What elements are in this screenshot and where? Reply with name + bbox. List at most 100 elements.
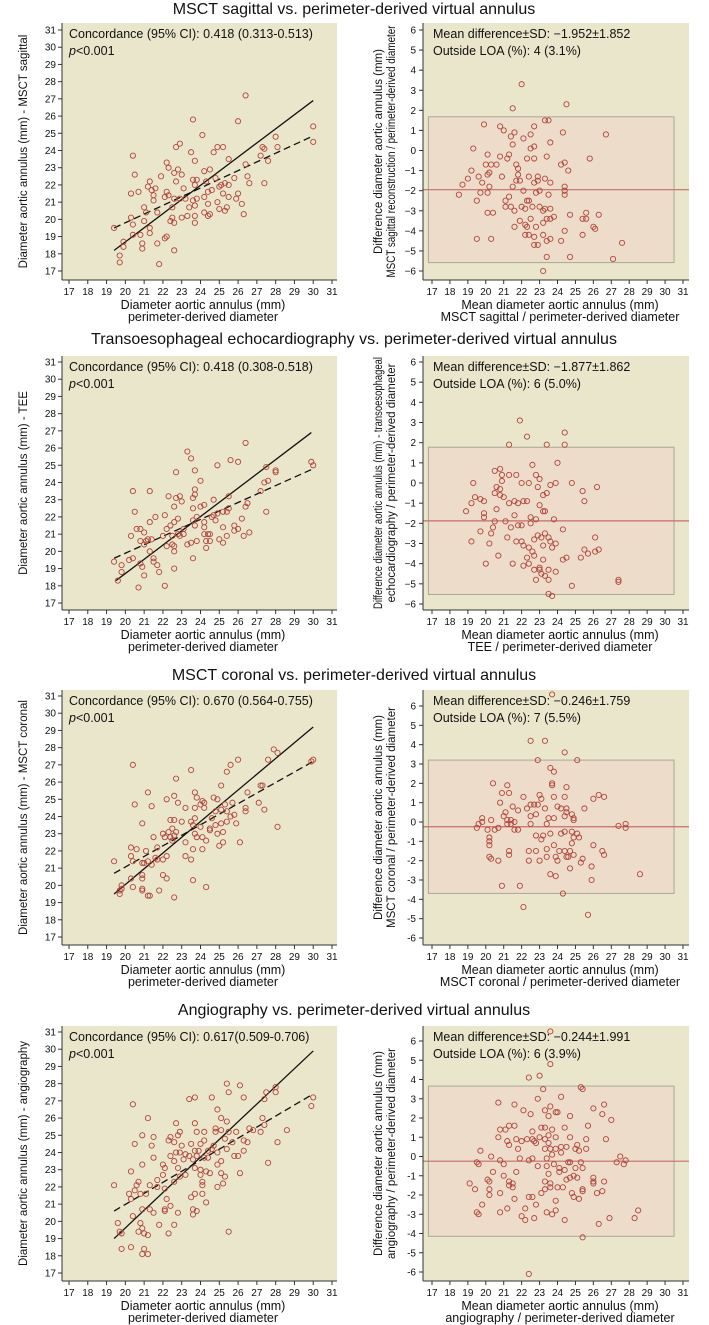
data-point xyxy=(111,1182,118,1189)
annotation-line1: Mean difference±SD: −1.877±1.862 xyxy=(433,360,630,374)
data-point xyxy=(225,181,232,188)
data-point xyxy=(191,212,198,219)
data-point xyxy=(534,173,541,180)
plot-area xyxy=(62,23,337,280)
data-point xyxy=(547,871,554,878)
x-tick-label: 23 xyxy=(176,287,188,298)
annotation-line2: Outside LOA (%): 7 (5.5%) xyxy=(433,711,581,725)
data-point xyxy=(532,1139,540,1147)
data-point xyxy=(547,481,554,489)
data-point xyxy=(509,183,516,190)
x-tick-label: 22 xyxy=(157,617,169,628)
data-point xyxy=(146,1182,153,1189)
data-point xyxy=(310,123,317,130)
data-point xyxy=(236,1170,243,1177)
data-point xyxy=(193,1128,200,1135)
data-point xyxy=(146,488,153,495)
data-point xyxy=(541,117,549,124)
x-tick-label: 18 xyxy=(444,617,456,628)
y-tick-label: 29 xyxy=(45,1062,57,1073)
y-tick-label: 27 xyxy=(45,426,57,437)
y-tick-label: −3 xyxy=(405,206,417,217)
data-point xyxy=(188,539,195,546)
data-point xyxy=(534,1163,541,1170)
data-point xyxy=(568,582,575,589)
data-point xyxy=(227,761,234,768)
data-point xyxy=(502,1126,509,1133)
y-tick-label: 19 xyxy=(45,1234,57,1245)
data-point xyxy=(550,1161,557,1168)
data-point xyxy=(208,1146,215,1153)
data-point xyxy=(173,144,180,151)
x-axis-label: Mean diameter aortic annulus (mm) xyxy=(461,963,658,977)
data-point xyxy=(554,857,561,864)
data-point xyxy=(141,541,148,548)
data-point xyxy=(520,542,527,549)
data-point xyxy=(171,1221,178,1228)
y-tick-label: 26 xyxy=(45,112,57,123)
data-point xyxy=(199,1182,206,1189)
x-tick-label: 30 xyxy=(660,952,672,963)
data-point xyxy=(541,1136,549,1143)
data-point xyxy=(504,1205,511,1212)
data-point xyxy=(199,1190,206,1197)
data-point xyxy=(520,187,527,194)
data-point xyxy=(511,129,518,136)
y-tick-label: −6 xyxy=(405,267,417,278)
data-point xyxy=(199,834,206,841)
data-point xyxy=(610,255,617,263)
y-tick-label: 25 xyxy=(45,461,57,472)
data-point xyxy=(188,455,195,462)
data-point xyxy=(532,516,540,523)
data-point xyxy=(223,768,230,775)
data-point xyxy=(169,825,176,832)
data-point xyxy=(620,1161,627,1168)
data-point xyxy=(176,532,183,539)
data-point xyxy=(561,183,568,190)
y-tick-label: −5 xyxy=(405,579,417,590)
data-point xyxy=(486,1191,493,1199)
data-point xyxy=(214,199,221,206)
data-point xyxy=(214,510,221,517)
x-tick-label: 23 xyxy=(534,952,546,963)
data-point xyxy=(631,1215,638,1222)
data-point xyxy=(543,820,550,827)
data-point xyxy=(504,534,511,541)
data-point xyxy=(552,1134,559,1141)
data-point xyxy=(178,214,185,221)
data-point xyxy=(261,479,268,486)
data-point xyxy=(188,818,195,825)
data-point xyxy=(173,178,180,185)
data-point xyxy=(203,178,210,185)
data-point xyxy=(547,235,554,242)
data-point xyxy=(219,524,227,531)
data-point xyxy=(541,737,549,744)
data-point xyxy=(540,267,547,275)
data-point xyxy=(238,200,245,207)
data-point xyxy=(531,552,538,559)
data-point xyxy=(173,469,180,476)
data-point xyxy=(127,1168,135,1175)
data-point xyxy=(554,1109,561,1116)
x-tick-label: 17 xyxy=(63,287,75,298)
data-point xyxy=(543,153,550,160)
x-tick-label: 19 xyxy=(462,287,474,298)
data-point xyxy=(525,479,532,487)
data-point xyxy=(541,1178,549,1185)
data-point xyxy=(559,890,566,897)
x-tick-label: 24 xyxy=(552,287,564,298)
data-point xyxy=(214,830,221,837)
data-point xyxy=(203,1168,210,1175)
data-point xyxy=(204,531,212,538)
data-point xyxy=(127,1195,135,1203)
data-point xyxy=(538,1190,545,1197)
data-point xyxy=(189,1211,197,1218)
data-point xyxy=(536,791,543,798)
x-tick-label: 19 xyxy=(462,952,474,963)
data-point xyxy=(511,1101,518,1108)
y-tick-label: 2 xyxy=(410,106,416,117)
data-point xyxy=(547,830,554,837)
data-point xyxy=(141,1245,148,1252)
data-point xyxy=(223,508,230,515)
